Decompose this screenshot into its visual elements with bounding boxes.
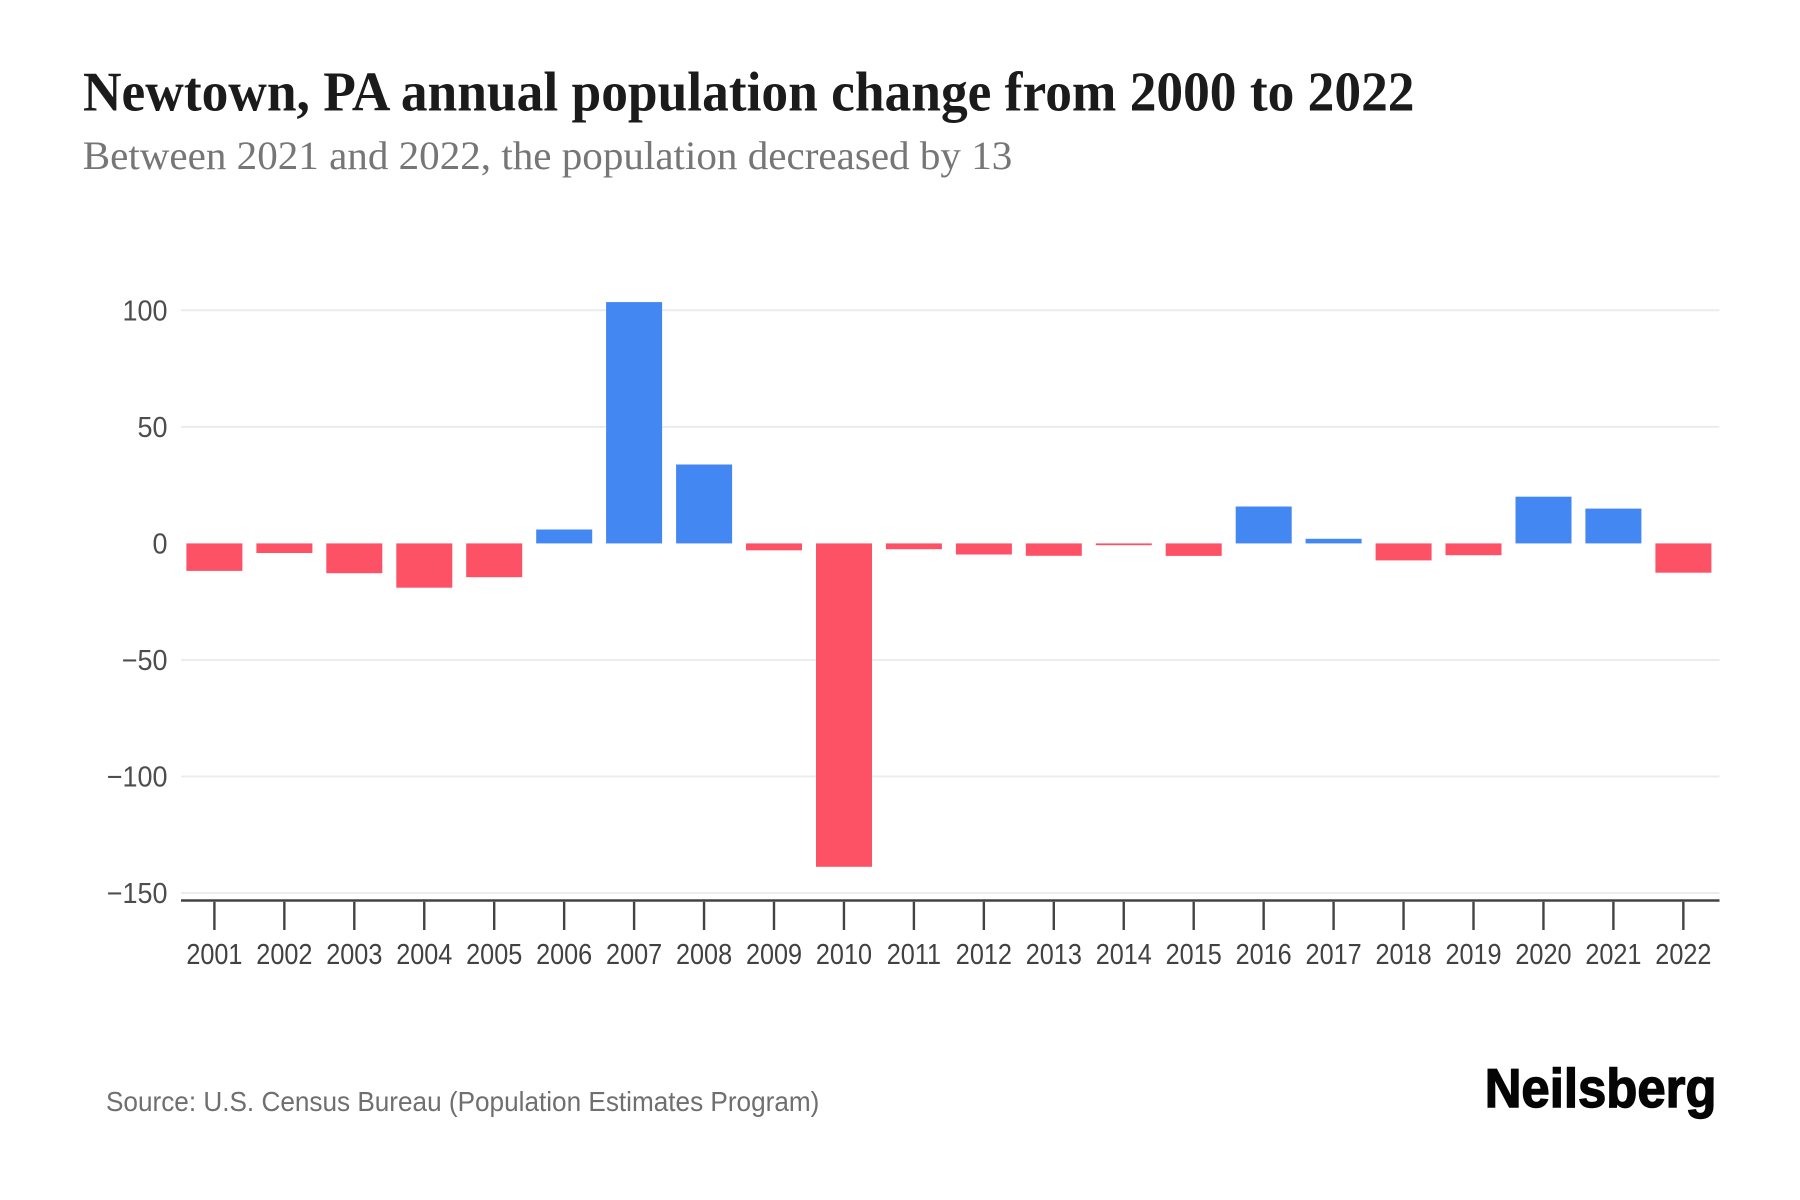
svg-text:2016: 2016 (1236, 937, 1292, 970)
svg-text:2008: 2008 (676, 937, 732, 970)
svg-text:−150: −150 (107, 877, 168, 909)
svg-text:2002: 2002 (256, 937, 312, 970)
svg-text:2022: 2022 (1655, 937, 1711, 970)
svg-text:2021: 2021 (1585, 937, 1641, 970)
svg-text:2015: 2015 (1166, 937, 1222, 970)
svg-text:2007: 2007 (606, 937, 662, 970)
svg-text:2009: 2009 (746, 937, 802, 970)
svg-text:2018: 2018 (1375, 937, 1431, 970)
svg-text:2004: 2004 (396, 937, 452, 970)
svg-text:Newtown, PA annual population: Newtown, PA annual population change fro… (83, 60, 1414, 122)
svg-text:2001: 2001 (186, 937, 242, 970)
svg-text:Between 2021 and 2022, the pop: Between 2021 and 2022, the population de… (83, 134, 1013, 178)
svg-text:2017: 2017 (1306, 937, 1362, 970)
svg-text:50: 50 (137, 411, 167, 443)
svg-text:−100: −100 (107, 761, 168, 793)
svg-text:2012: 2012 (956, 937, 1012, 970)
svg-text:2014: 2014 (1096, 937, 1152, 970)
svg-text:2006: 2006 (536, 937, 592, 970)
svg-text:0: 0 (152, 528, 167, 560)
svg-text:2005: 2005 (466, 937, 522, 970)
svg-text:−50: −50 (122, 644, 168, 676)
svg-text:2020: 2020 (1515, 937, 1571, 970)
svg-text:100: 100 (123, 295, 168, 327)
svg-text:2010: 2010 (816, 937, 872, 970)
svg-text:Neilsberg: Neilsberg (1485, 1058, 1717, 1119)
svg-text:2011: 2011 (887, 937, 941, 970)
svg-text:2013: 2013 (1026, 937, 1082, 970)
svg-text:2003: 2003 (326, 937, 382, 970)
svg-text:Source: U.S. Census Bureau (Po: Source: U.S. Census Bureau (Population E… (106, 1085, 819, 1117)
svg-text:2019: 2019 (1445, 937, 1501, 970)
